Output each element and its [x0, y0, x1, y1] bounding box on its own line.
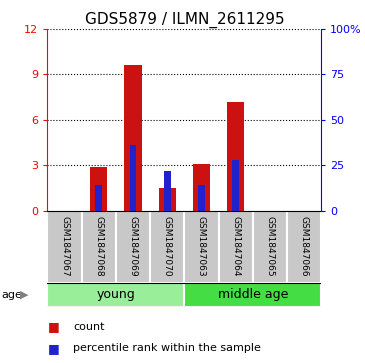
Bar — [164, 171, 170, 211]
Bar — [184, 283, 321, 307]
Bar — [184, 211, 219, 283]
Text: count: count — [73, 322, 104, 332]
Bar — [219, 211, 253, 283]
Text: age: age — [2, 290, 23, 300]
Bar — [47, 211, 82, 283]
Bar — [90, 167, 107, 211]
Text: middle age: middle age — [218, 289, 288, 301]
Bar — [198, 185, 205, 211]
Text: GSM1847065: GSM1847065 — [265, 216, 274, 277]
Text: GSM1847063: GSM1847063 — [197, 216, 206, 277]
Bar — [95, 185, 102, 211]
Bar — [159, 188, 176, 211]
Bar — [150, 211, 184, 283]
Bar — [227, 102, 244, 211]
Text: ■: ■ — [47, 320, 59, 333]
Bar — [116, 211, 150, 283]
Bar — [287, 211, 321, 283]
Bar — [130, 145, 137, 211]
Bar — [253, 211, 287, 283]
Text: ▶: ▶ — [20, 290, 28, 300]
Bar — [232, 160, 239, 211]
Bar — [47, 283, 184, 307]
Title: GDS5879 / ILMN_2611295: GDS5879 / ILMN_2611295 — [85, 12, 284, 28]
Bar — [82, 211, 116, 283]
Bar — [193, 164, 210, 211]
Text: GSM1847069: GSM1847069 — [128, 216, 138, 277]
Text: GSM1847064: GSM1847064 — [231, 216, 240, 277]
Text: GSM1847067: GSM1847067 — [60, 216, 69, 277]
Bar — [124, 65, 142, 211]
Text: GSM1847070: GSM1847070 — [163, 216, 172, 277]
Text: percentile rank within the sample: percentile rank within the sample — [73, 343, 261, 354]
Text: GSM1847068: GSM1847068 — [94, 216, 103, 277]
Text: GSM1847066: GSM1847066 — [300, 216, 308, 277]
Text: young: young — [96, 289, 135, 301]
Text: ■: ■ — [47, 342, 59, 355]
